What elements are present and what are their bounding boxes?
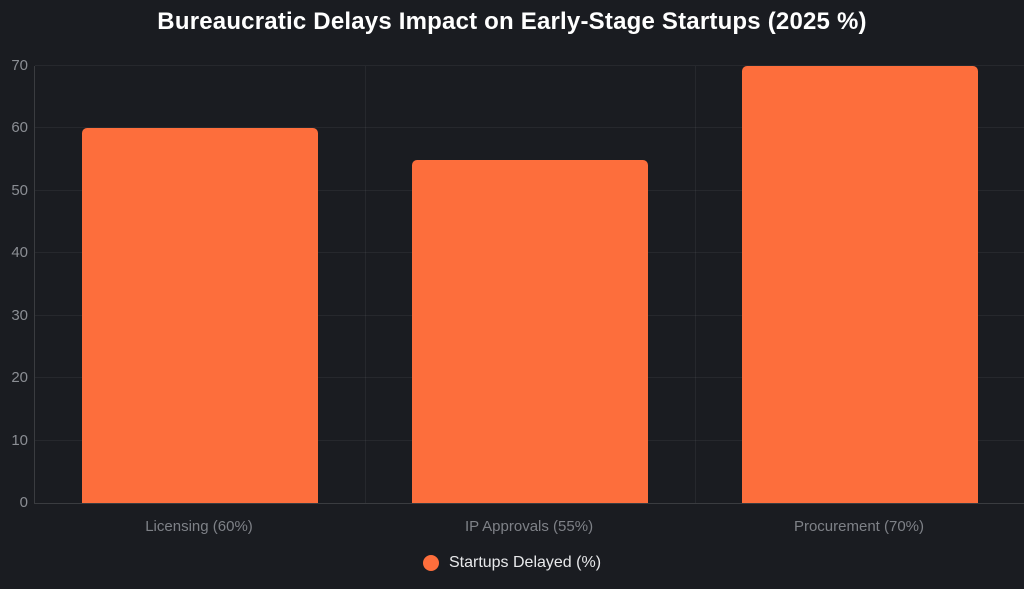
- y-gridline: [35, 127, 1024, 129]
- chart-title: Bureaucratic Delays Impact on Early-Stag…: [157, 8, 867, 35]
- legend-label: Startups Delayed (%): [448, 554, 602, 571]
- x-gridline: [695, 66, 696, 503]
- y-tick-label: 10: [11, 431, 28, 449]
- y-axis: 0 10 20 30 40 50 60 70: [0, 58, 28, 511]
- bar-2[interactable]: [742, 66, 978, 503]
- bar-1[interactable]: [412, 160, 648, 503]
- y-tick-label: 60: [11, 119, 28, 137]
- y-tick-label: 30: [11, 306, 28, 324]
- y-tick-label: 0: [19, 494, 28, 511]
- y-tick-label: 70: [11, 57, 28, 74]
- x-axis: Licensing (60%) IP Approvals (55%) Procure…: [34, 518, 1024, 540]
- legend-circle-icon: [422, 555, 439, 571]
- x-gridline: [365, 66, 366, 503]
- y-tick-label: 40: [11, 244, 28, 262]
- legend: Startups Delayed (%): [0, 554, 1024, 572]
- x-axis-label: IP Approvals (55%): [464, 518, 594, 535]
- plot-area: [34, 65, 1024, 504]
- x-axis-label: Licensing (60%): [145, 518, 253, 535]
- y-gridline: [35, 65, 1024, 66]
- legend-item-startups-delayed[interactable]: Startups Delayed (%): [422, 554, 602, 572]
- y-tick-label: 50: [11, 181, 28, 199]
- y-tick-label: 20: [11, 369, 28, 387]
- bar-0[interactable]: [82, 128, 318, 503]
- x-axis-label: Procurement (70%): [793, 518, 925, 535]
